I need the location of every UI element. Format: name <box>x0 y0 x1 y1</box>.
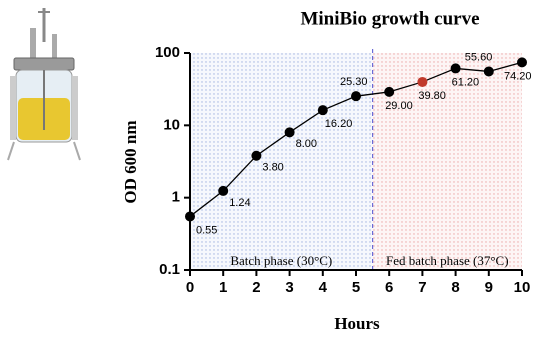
data-point <box>284 127 295 138</box>
data-point <box>517 57 527 68</box>
data-point <box>185 211 195 222</box>
x-tick-label: 0 <box>186 279 194 296</box>
data-label: 74.20 <box>504 70 532 82</box>
data-point <box>384 86 395 97</box>
y-tick-label: 1 <box>172 189 180 206</box>
data-point <box>450 63 461 74</box>
y-tick-label: 100 <box>155 44 180 61</box>
data-label: 55.60 <box>465 51 493 63</box>
x-tick-label: 9 <box>485 279 493 296</box>
data-label: 61.20 <box>452 76 480 88</box>
chart-title: MiniBio growth curve <box>300 8 479 29</box>
data-point <box>351 91 361 102</box>
data-label: 39.80 <box>418 90 446 102</box>
annotation: Fed batch phase (37°C) <box>386 253 509 268</box>
data-label: 29.00 <box>385 100 413 112</box>
data-label: 0.55 <box>196 224 217 236</box>
phase-region <box>372 53 522 270</box>
x-tick-label: 5 <box>352 279 360 296</box>
x-tick-label: 8 <box>451 279 459 296</box>
y-tick-label: 10 <box>163 116 180 133</box>
x-tick-label: 4 <box>319 279 328 296</box>
phase-region <box>190 53 373 270</box>
bioreactor-icon <box>7 8 81 161</box>
x-tick-label: 2 <box>252 279 260 296</box>
data-label: 3.80 <box>262 162 283 174</box>
annotation: Batch phase (30°C) <box>230 253 332 268</box>
x-tick-label: 6 <box>385 279 393 296</box>
x-tick-label: 10 <box>514 279 531 296</box>
x-tick-label: 3 <box>285 279 293 296</box>
x-tick-label: 7 <box>418 279 426 296</box>
data-label: 25.30 <box>340 76 368 88</box>
data-label: 16.20 <box>325 118 353 130</box>
data-point <box>417 76 428 87</box>
y-axis-label: OD 600 nm <box>121 120 140 203</box>
data-point <box>251 150 262 161</box>
data-label: 1.24 <box>229 197 250 209</box>
data-point <box>483 66 494 77</box>
data-point <box>218 185 229 196</box>
data-point <box>317 105 328 116</box>
x-tick-label: 1 <box>219 279 227 296</box>
y-tick-label: 0.1 <box>159 261 180 278</box>
x-axis-label: Hours <box>334 314 380 333</box>
data-label: 8.00 <box>296 138 317 150</box>
